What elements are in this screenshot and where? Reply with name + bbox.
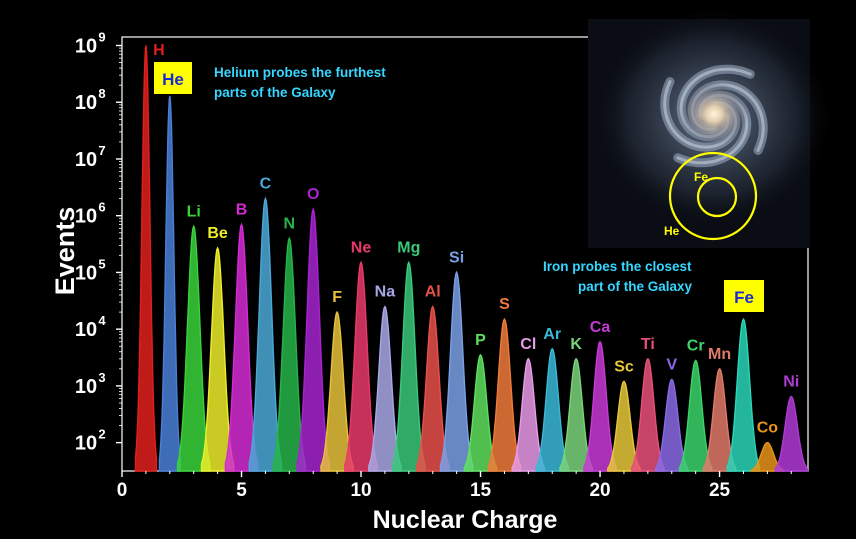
label-n: N [284, 215, 296, 232]
peak-si [439, 270, 474, 472]
label-ni: Ni [783, 374, 799, 391]
y-tick-exponent-5: 5 [98, 256, 105, 271]
peak-ca [583, 340, 617, 472]
element-labels: H Li Be BC NO F Ne Na Mg Al Si P S Cl Ar K Ca Sc Ti V Cr Mn Co… [153, 42, 799, 437]
fe-orbit-ring [696, 176, 738, 218]
iron-annotation: Iron probes the closest part of the Gala… [543, 259, 693, 294]
peak-fe [726, 317, 761, 472]
y-tick-exponent-2: 2 [98, 427, 105, 442]
peak-o [296, 207, 331, 472]
label-al: Al [425, 284, 441, 301]
y-tick-exponent-8: 8 [98, 86, 105, 101]
label-li: Li [187, 203, 201, 220]
he-highlight-box: He [154, 62, 192, 94]
inset-fe-label: Fe [694, 170, 708, 184]
helium-annotation: Helium probes the furthest parts of the … [214, 65, 386, 100]
y-tick-label-7: 10 [75, 149, 97, 171]
y-tick-exponent-7: 7 [98, 143, 105, 158]
label-k: K [570, 336, 582, 353]
y-tick-label-3: 10 [75, 376, 97, 398]
y-tick-exponent-3: 3 [98, 370, 105, 385]
fe-highlight-box: Fe [724, 280, 764, 312]
label-h: H [153, 42, 165, 59]
label-cl: Cl [520, 336, 536, 353]
label-co: Co [757, 420, 779, 437]
x-tick-label-15: 15 [470, 480, 492, 501]
peak-he [158, 95, 182, 472]
label-o: O [307, 186, 319, 203]
he-orbit-ring [668, 151, 758, 241]
helium-annotation-line2: parts of the Galaxy [214, 85, 336, 100]
label-cr: Cr [687, 338, 705, 355]
label-c: C [260, 176, 272, 193]
peak-cr [678, 359, 713, 472]
label-v: V [666, 356, 677, 373]
y-tick-label-6: 10 [75, 206, 97, 228]
peak-h [134, 45, 158, 472]
x-tick-label-20: 20 [589, 480, 610, 501]
y-tick-label-4: 10 [75, 319, 97, 341]
peak-mg [391, 260, 426, 472]
peak-c [248, 196, 283, 472]
x-tick-label-0: 0 [117, 480, 128, 501]
label-mg: Mg [397, 239, 420, 256]
peak-ti [630, 357, 665, 472]
label-be: Be [207, 225, 228, 242]
y-tick-label-2: 10 [75, 433, 97, 455]
label-ca: Ca [590, 319, 611, 336]
inset-he-label: He [664, 224, 680, 238]
label-f: F [332, 289, 342, 306]
x-tick-label-25: 25 [709, 480, 731, 501]
label-ne: Ne [351, 239, 372, 256]
peak-series [134, 45, 809, 472]
label-b: B [236, 202, 248, 219]
y-tick-label-9: 10 [75, 36, 97, 58]
label-si: Si [449, 249, 464, 266]
label-ar: Ar [543, 326, 561, 343]
y-tick-exponent-9: 9 [98, 30, 105, 45]
peak-ar [535, 347, 570, 472]
peak-s [487, 317, 522, 472]
he-box-label: He [162, 70, 184, 89]
x-tick-label-10: 10 [350, 480, 371, 501]
galaxy-inset: Fe He [588, 8, 832, 248]
fe-box-label: Fe [734, 288, 754, 307]
label-s: S [499, 296, 510, 313]
iron-annotation-line1: Iron probes the closest [543, 259, 692, 274]
label-ti: Ti [641, 336, 655, 353]
peak-ne [344, 260, 378, 472]
label-na: Na [375, 284, 396, 301]
y-tick-label-5: 10 [75, 262, 97, 284]
y-axis-title: Events [50, 207, 80, 296]
y-tick-exponent-4: 4 [98, 313, 106, 328]
label-mn: Mn [708, 346, 731, 363]
iron-annotation-line2: part of the Galaxy [578, 279, 693, 294]
label-sc: Sc [614, 358, 634, 375]
y-tick-label-8: 10 [75, 92, 97, 114]
x-tick-label-5: 5 [236, 480, 247, 501]
x-axis-title: Nuclear Charge [373, 506, 558, 534]
peak-li [176, 224, 211, 472]
y-tick-exponent-6: 6 [98, 200, 105, 215]
peak-ni [774, 395, 809, 472]
label-p: P [475, 332, 486, 349]
helium-annotation-line1: Helium probes the furthest [214, 65, 386, 80]
